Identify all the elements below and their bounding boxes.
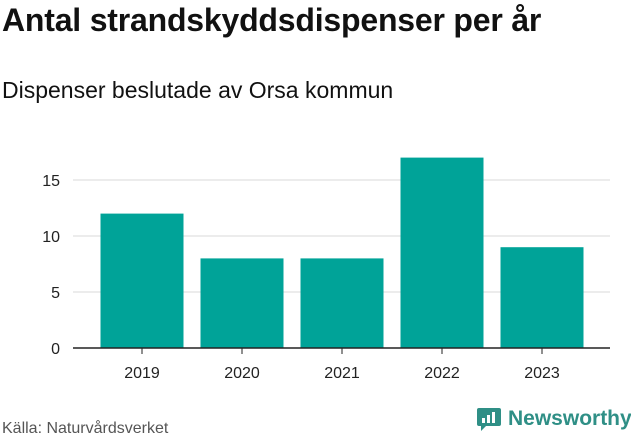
x-tick-label: 2022 [424,365,460,382]
y-tick-label: 15 [42,173,60,190]
y-tick-label: 5 [51,285,60,302]
x-tick-label: 2020 [224,365,260,382]
newsworthy-logo-icon [477,408,501,431]
y-tick-label: 0 [51,341,60,358]
x-tick-label: 2019 [124,365,160,382]
bar-2022[interactable] [400,157,484,348]
bars [100,157,584,348]
x-axis-ticks: 2019 2020 2021 2022 2023 [124,348,560,382]
brand-logo[interactable]: Newsworthy [476,406,631,432]
y-tick-label: 10 [42,229,60,246]
bar-2023[interactable] [500,247,584,348]
bar-chart: 0 5 10 15 2019 2020 2021 2022 2023 [42,157,610,382]
y-axis-ticks: 0 5 10 15 [42,173,60,358]
chart-subtitle: Dispenser beslutade av Orsa kommun [2,77,394,103]
bar-2019[interactable] [100,213,184,348]
chart-title: Antal strandskyddsdispenser per år [2,2,542,38]
brand-name: Newsworthy [508,407,631,430]
x-tick-label: 2021 [324,365,360,382]
bar-2021[interactable] [300,258,384,348]
bar-2020[interactable] [200,258,284,348]
source-note: Källa: Naturvårdsverket [2,420,169,437]
x-tick-label: 2023 [524,365,560,382]
